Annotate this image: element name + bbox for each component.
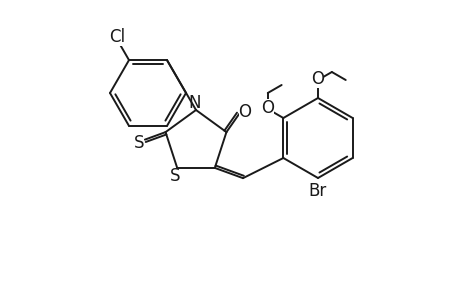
Text: O: O <box>238 103 251 121</box>
Text: O: O <box>311 70 324 88</box>
Text: Br: Br <box>308 182 326 200</box>
Text: S: S <box>169 167 180 185</box>
Text: O: O <box>261 99 274 117</box>
Text: N: N <box>188 94 201 112</box>
Text: Cl: Cl <box>109 28 125 46</box>
Text: S: S <box>134 134 144 152</box>
